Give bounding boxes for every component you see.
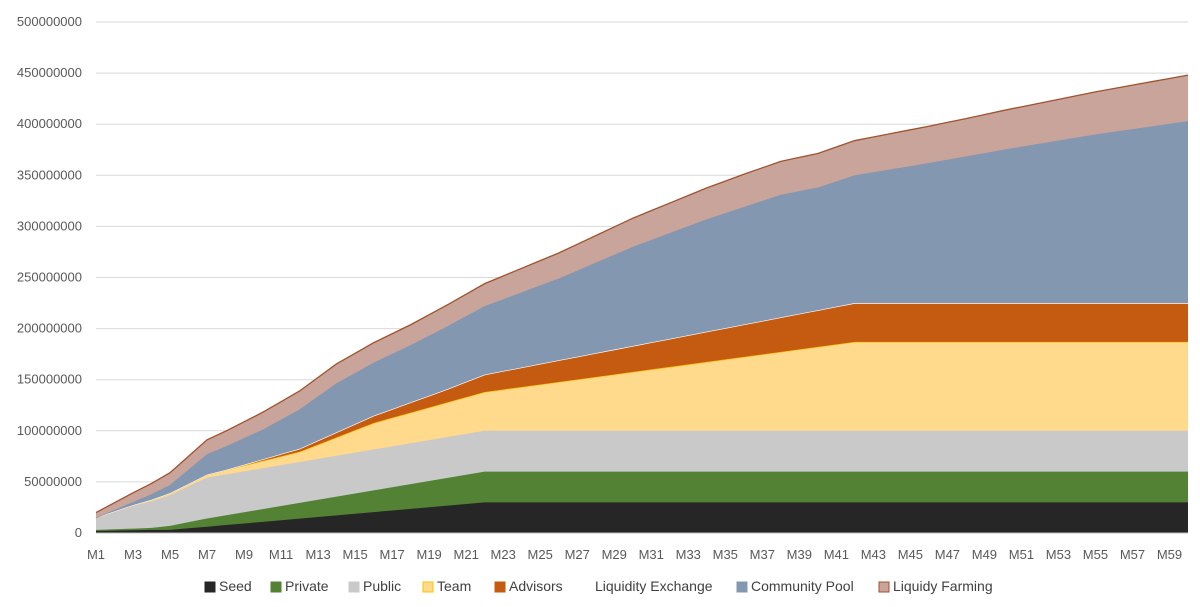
y-tick-label: 450000000 [17, 65, 82, 80]
x-tick-label: M43 [861, 547, 886, 562]
y-tick-label: 250000000 [17, 270, 82, 285]
legend-label: Public [363, 578, 401, 594]
x-tick-label: M31 [639, 547, 664, 562]
area-liquidy-farming [96, 75, 1188, 518]
x-tick-label: M15 [342, 547, 367, 562]
y-tick-label: 100000000 [17, 423, 82, 438]
x-tick-label: M19 [417, 547, 442, 562]
y-tick-label: 400000000 [17, 116, 82, 131]
x-tick-label: M47 [935, 547, 960, 562]
legend-label: Liquidy Farming [893, 578, 993, 594]
legend-label: Liquidity Exchange [595, 578, 713, 594]
x-tick-label: M5 [161, 547, 179, 562]
legend-swatch [878, 581, 890, 593]
legend-swatch [581, 582, 591, 592]
area-edge-liquidy-farming [95, 74, 1189, 514]
x-tick-label: M23 [491, 547, 516, 562]
x-tick-label: M59 [1157, 547, 1182, 562]
legend: Seed Private Public Team Advisors Liquidity E… [204, 578, 993, 594]
legend-swatch [270, 581, 282, 593]
y-tick-label: 50000000 [24, 474, 82, 489]
x-tick-label: M51 [1009, 547, 1034, 562]
x-tick-label: M49 [972, 547, 997, 562]
x-tick-label: M25 [528, 547, 553, 562]
x-tick-label: M27 [565, 547, 590, 562]
area-team [96, 341, 1188, 518]
axes: 0 50000000 100000000 150000000 200000000 2500… [17, 14, 1188, 562]
x-tick-label: M7 [198, 547, 216, 562]
x-tick-label: M21 [454, 547, 479, 562]
x-tick-label: M57 [1120, 547, 1145, 562]
x-tick-label: M3 [124, 547, 142, 562]
y-tick-label: 200000000 [17, 321, 82, 336]
legend-swatch [348, 581, 360, 593]
x-tick-label: M13 [305, 547, 330, 562]
legend-swatch [204, 581, 216, 593]
x-tick-label: M33 [676, 547, 701, 562]
x-tick-label: M55 [1083, 547, 1108, 562]
legend-swatch [736, 581, 748, 593]
x-tick-label: M29 [602, 547, 627, 562]
x-tick-label: M37 [750, 547, 775, 562]
area-public [96, 430, 1188, 530]
legend-swatch [494, 581, 506, 593]
x-tick-label: M53 [1046, 547, 1071, 562]
x-tick-label: M17 [379, 547, 404, 562]
area-series [95, 74, 1189, 533]
legend-label: Advisors [509, 578, 563, 594]
legend-swatch [422, 581, 434, 593]
area-seed [96, 502, 1188, 533]
x-tick-label: M9 [235, 547, 253, 562]
area-advisors [96, 303, 1188, 518]
y-tick-label: 0 [75, 525, 82, 540]
x-tick-label: M45 [898, 547, 923, 562]
legend-label: Seed [219, 578, 252, 594]
legend-label: Team [437, 578, 471, 594]
x-tick-label: M41 [824, 547, 849, 562]
x-tick-label: M11 [269, 547, 293, 562]
area-community-pool [96, 121, 1188, 518]
legend-label: Private [285, 578, 329, 594]
y-tick-label: 500000000 [17, 14, 82, 29]
area-private [96, 471, 1188, 531]
x-tick-label: M1 [87, 547, 105, 562]
x-tick-label: M39 [787, 547, 812, 562]
legend-label: Community Pool [751, 578, 854, 594]
y-tick-label: 150000000 [17, 372, 82, 387]
x-tick-label: M35 [713, 547, 738, 562]
y-tick-label: 300000000 [17, 218, 82, 233]
y-tick-label: 350000000 [17, 167, 82, 182]
